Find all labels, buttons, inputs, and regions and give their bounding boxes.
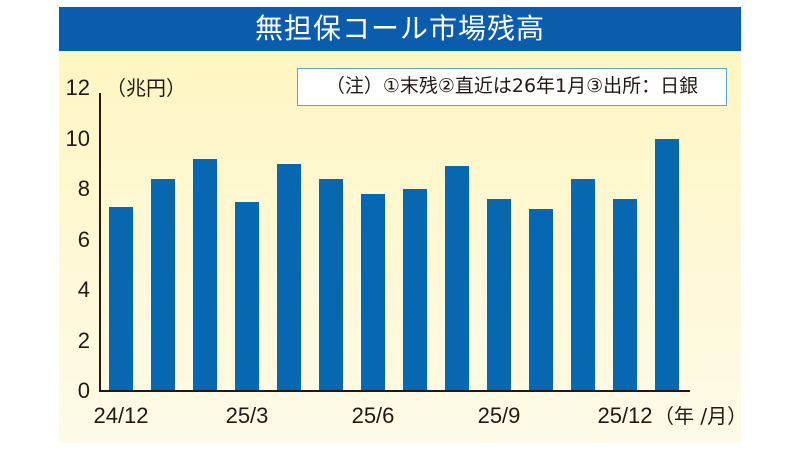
chart-title: 無担保コール市場残高 (59, 7, 741, 51)
bar-25-4 (277, 163, 301, 391)
x-tick-label: 25/9 (477, 403, 521, 428)
bar-25-12 (613, 199, 637, 391)
bar-25-8 (445, 166, 469, 391)
note-box: （注）①末残②直近は26年1月③出所：日銀 (297, 68, 727, 106)
y-tick-label: 4 (77, 277, 90, 302)
x-tick-label: 25/3 (225, 403, 269, 428)
x-axis-line (99, 390, 690, 392)
x-tick-label: 24/12 (93, 403, 149, 428)
bar-25-11 (571, 178, 595, 391)
y-tick-label: 0 (77, 378, 90, 403)
bar-25-6 (361, 194, 385, 391)
y-axis-line (99, 93, 101, 392)
bar-25-1 (151, 178, 175, 391)
bar-25-10 (529, 209, 553, 391)
bar-25-3 (235, 201, 259, 391)
bar-25-9 (487, 199, 511, 391)
bar-25-7 (403, 189, 427, 391)
y-axis-unit-label: （兆円） (106, 76, 186, 100)
bar-25-2 (193, 158, 217, 391)
y-tick-label: 6 (77, 226, 90, 252)
bar-25-5 (319, 178, 343, 391)
x-tick-label: 25/12 (597, 403, 653, 428)
bar-24-12 (109, 206, 133, 391)
y-tick-label: 2 (77, 327, 90, 353)
x-tick-label: 25/6 (351, 403, 395, 428)
y-tick-label: 10 (65, 125, 90, 151)
x-axis-unit-label: （年 /月） (654, 404, 748, 428)
y-tick-label: 8 (77, 176, 90, 201)
y-tick-label: 12 (65, 75, 90, 100)
bar-26-1 (655, 138, 679, 391)
